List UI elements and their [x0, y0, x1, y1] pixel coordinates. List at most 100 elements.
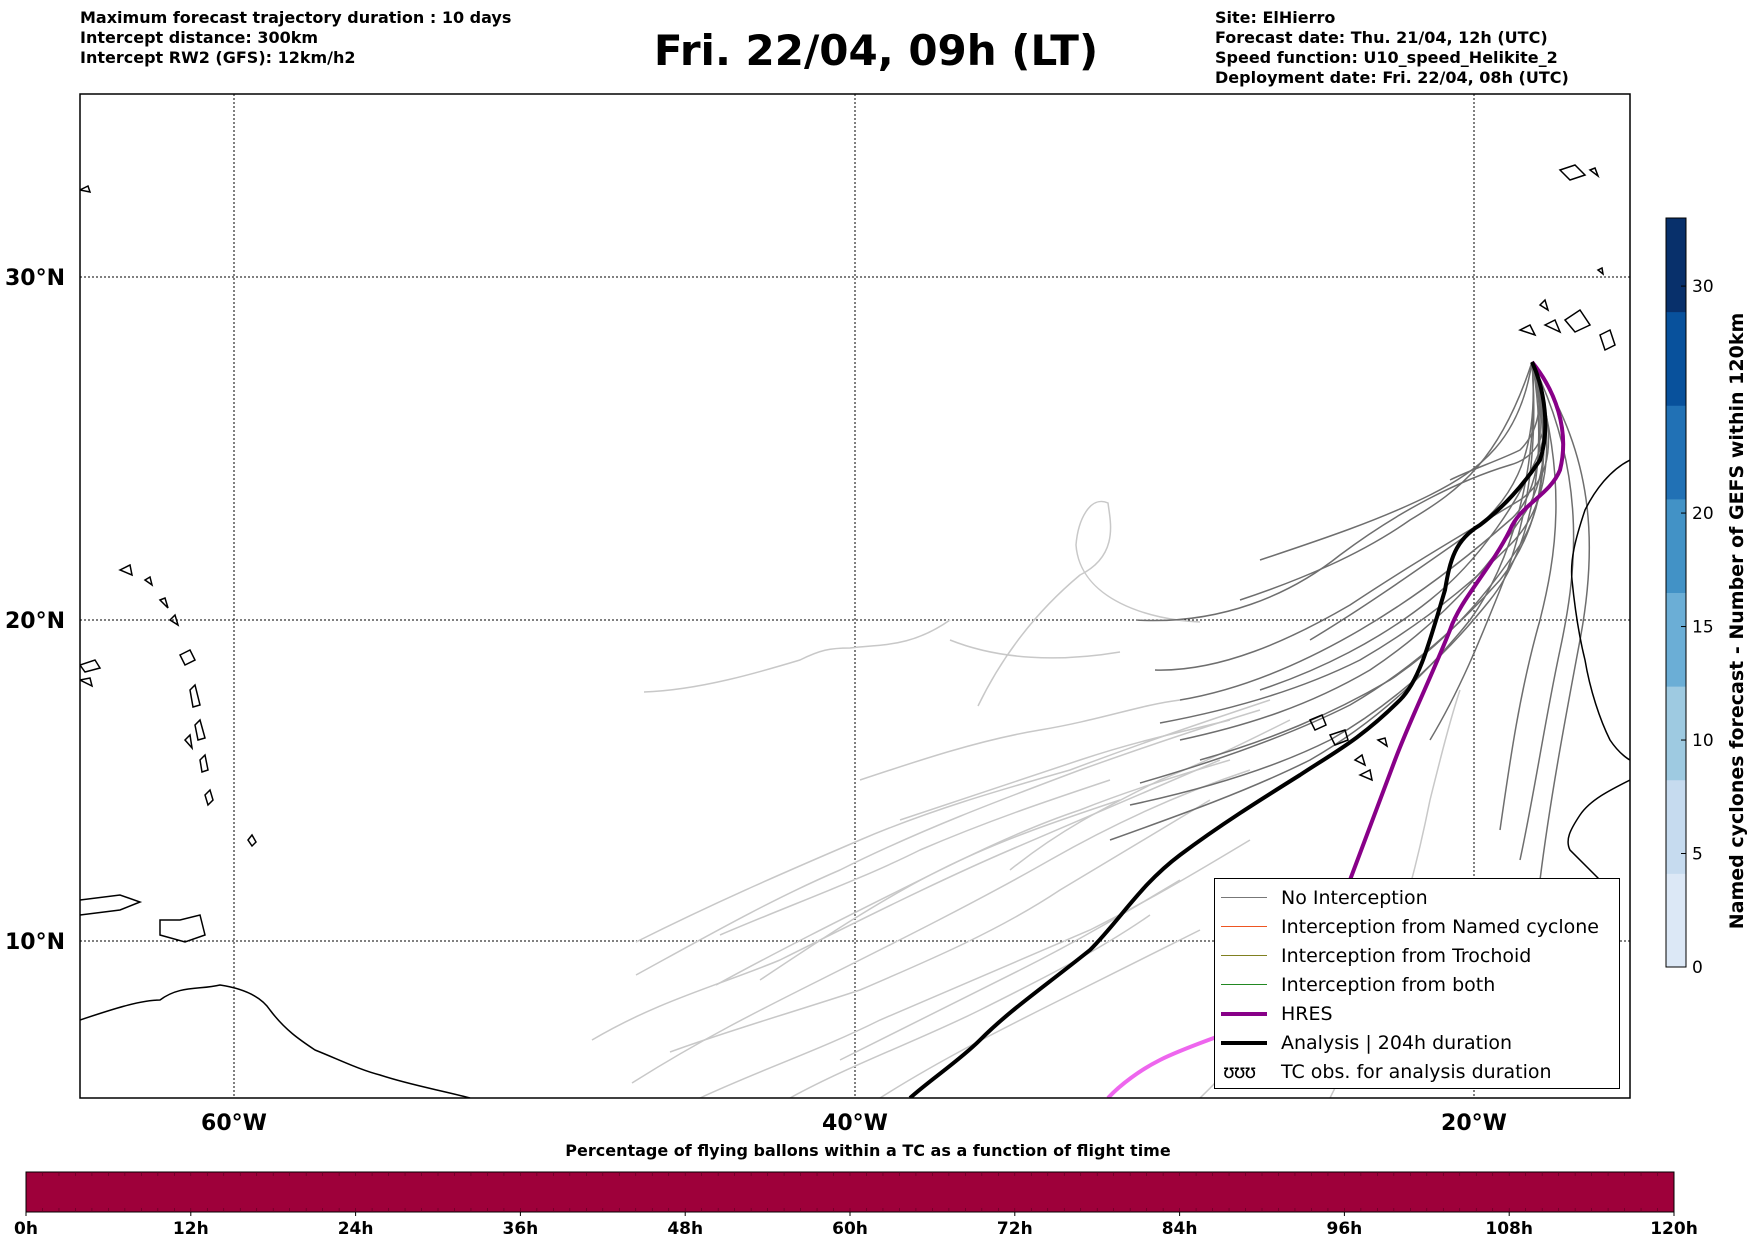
island-virgin	[80, 659, 102, 688]
colorbar-right-tick-label: 10	[1692, 731, 1714, 751]
island-bermuda	[80, 184, 92, 193]
legend-line-analysis	[1221, 1040, 1267, 1045]
colorbar-bottom-tick-label: 108h	[1485, 1219, 1533, 1239]
trajectory-no-interception	[1429, 361, 1535, 741]
legend-label: Interception from Trochoid	[1281, 944, 1532, 967]
legend-item-named-cyclone: Interception from Named cyclone	[1215, 912, 1619, 941]
site-text: Site: ElHierro	[1215, 8, 1336, 27]
colorbar-right-frame	[1665, 217, 1687, 968]
legend-item-analysis: Analysis | 204h duration	[1215, 1028, 1619, 1057]
trajectory-light	[699, 839, 1251, 1098]
legend-label: Interception from Named cyclone	[1281, 915, 1599, 938]
colorbar-right-tick-label: 30	[1692, 277, 1714, 297]
legend-item-no-interception: No Interception	[1215, 883, 1619, 912]
trajectory-light	[977, 500, 1201, 707]
colorbar-right-segment	[1666, 218, 1686, 313]
legend-line-hres	[1221, 1011, 1267, 1016]
colorbar-right-segment	[1666, 311, 1686, 406]
colorbar-bottom-tick-label: 12h	[173, 1219, 209, 1239]
colorbar-right-label: Named cyclones forecast - Number of GEFS…	[1726, 313, 1748, 930]
coastline-africa	[1570, 459, 1630, 761]
trajectory-light	[591, 759, 1221, 1041]
colorbar-right-segment	[1666, 498, 1686, 593]
legend-item-both: Interception from both	[1215, 970, 1619, 999]
speed-function-text: Speed function: U10_speed_Helikite_2	[1215, 48, 1558, 67]
island-small-1	[1596, 266, 1605, 276]
forecast-date-text: Forecast date: Thu. 21/04, 12h (UTC)	[1215, 28, 1548, 47]
trajectory-no-interception	[1179, 361, 1546, 741]
lat-label-10n: 10°N	[5, 930, 65, 955]
deployment-date-text: Deployment date: Fri. 22/04, 08h (UTC)	[1215, 68, 1569, 87]
island-leeward	[118, 563, 197, 667]
legend-line-both	[1221, 984, 1267, 985]
analysis-track	[908, 361, 1548, 1098]
island-madeira	[1558, 164, 1600, 181]
lon-label-60w: 60°W	[201, 1111, 267, 1136]
map-area	[80, 94, 1630, 1098]
colorbar-right-tick-label: 20	[1692, 504, 1714, 524]
legend-label: TC obs. for analysis duration	[1281, 1060, 1552, 1083]
colorbar-right-tick-label: 0	[1692, 958, 1703, 978]
trajectory-light	[839, 879, 1181, 1061]
island-windward	[183, 683, 214, 807]
trajectory-light	[879, 929, 1201, 1098]
trajectory-light	[643, 619, 951, 693]
colorbar-bottom-tick-label: 48h	[667, 1219, 703, 1239]
trajectory-light	[1009, 719, 1291, 871]
colorbar-bottom: 0h 12h 24h 36h 48h 60h 72h 84h 96h 108h 120h	[14, 1171, 1698, 1239]
colorbar-bottom-tick-label: 60h	[832, 1219, 868, 1239]
legend-line-trochoid	[1221, 955, 1267, 956]
legend-line-no-interception	[1221, 897, 1267, 898]
colorbar-bottom-fill	[25, 1171, 1675, 1213]
trajectories-light	[591, 500, 1461, 1098]
legend-item-hres: HRES	[1215, 999, 1619, 1028]
legend-label: Analysis | 204h duration	[1281, 1031, 1513, 1054]
forecast-settings: Maximum forecast trajectory duration : 1…	[80, 8, 511, 68]
legend-item-trochoid: Interception from Trochoid	[1215, 941, 1619, 970]
trajectory-no-interception	[1259, 361, 1533, 561]
legend: No Interception Interception from Named …	[1214, 878, 1620, 1089]
colorbar-right: 0 5 10 15 20 30	[1665, 217, 1714, 978]
colorbar-right-tick-label: 5	[1692, 845, 1703, 865]
trajectory-no-interception	[1179, 361, 1541, 701]
map-frame	[79, 93, 1631, 1099]
island-venezuela-coast	[80, 894, 143, 916]
legend-label: No Interception	[1281, 886, 1428, 909]
colorbar-bottom-tick-label: 120h	[1650, 1219, 1698, 1239]
tc-obs-icon: ʊʊʊ	[1223, 1060, 1256, 1083]
lon-label-20w: 20°W	[1441, 1111, 1507, 1136]
trajectory-light	[669, 799, 1211, 1053]
legend-item-tc-obs: ʊʊʊ TC obs. for analysis duration	[1215, 1057, 1619, 1086]
island-cape-verde	[1308, 714, 1389, 782]
trajectory-light	[759, 799, 1121, 981]
bottom-colorbar-title: Percentage of flying ballons within a TC…	[565, 1141, 1171, 1160]
trajectory-light	[715, 759, 1231, 986]
legend-label: Interception from both	[1281, 973, 1496, 996]
trajectory-light	[949, 639, 1121, 659]
trajectory-light	[859, 699, 1181, 781]
trajectory-light	[719, 779, 1111, 936]
colorbar-right-segment	[1666, 873, 1686, 968]
colorbar-bottom-tick-label: 36h	[503, 1219, 539, 1239]
trajectory-light	[899, 719, 1231, 821]
trajectory-no-interception	[1499, 361, 1557, 831]
colorbar-bottom-tick-label: 24h	[338, 1219, 374, 1239]
colorbar-right-tick-label: 15	[1692, 618, 1714, 638]
page-title: Fri. 22/04, 09h (LT)	[653, 26, 1099, 75]
site-info: Site: ElHierro Forecast date: Thu. 21/04…	[1215, 8, 1569, 88]
coastline-caribbean	[80, 984, 471, 1098]
lat-label-30n: 30°N	[5, 266, 65, 291]
legend-line-named-cyclone	[1221, 926, 1267, 927]
colorbar-bottom-tick-label: 0h	[14, 1219, 38, 1239]
lat-label-20n: 20°N	[5, 609, 65, 634]
trajectory-light	[631, 769, 1251, 1084]
colorbar-bottom-tick-label: 96h	[1327, 1219, 1363, 1239]
trajectory-no-interception	[1309, 361, 1534, 641]
trajectory-no-interception	[1199, 361, 1545, 761]
trajectory-no-interception	[1239, 361, 1533, 601]
island-canaries	[1518, 298, 1616, 352]
trajectory-light	[635, 709, 1261, 976]
trajectory-no-interception	[1109, 361, 1535, 841]
trajectory-no-interception	[1135, 361, 1546, 622]
